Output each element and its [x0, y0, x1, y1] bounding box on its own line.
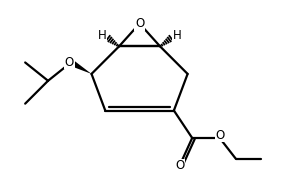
Text: O: O	[64, 56, 74, 68]
Text: H: H	[98, 29, 106, 42]
Text: O: O	[215, 129, 225, 142]
Text: O: O	[175, 159, 184, 172]
Polygon shape	[69, 60, 92, 74]
Text: O: O	[135, 17, 144, 30]
Text: H: H	[173, 29, 181, 42]
